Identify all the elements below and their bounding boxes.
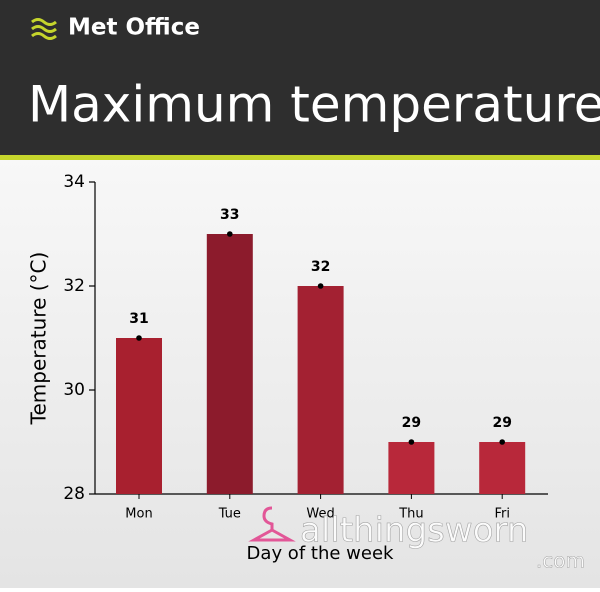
bar [297, 286, 344, 494]
header-rule [0, 155, 600, 160]
x-tick-label: Fri [494, 507, 510, 522]
y-tick-label: 34 [63, 172, 85, 192]
header [0, 0, 600, 155]
y-axis-label: Temperature (°C) [27, 252, 51, 426]
bar-dot [499, 439, 506, 445]
logo-icon [31, 18, 57, 40]
bar [206, 234, 253, 494]
watermark-icon [248, 506, 296, 542]
data-label: 31 [129, 311, 148, 327]
x-axis-label: Day of the week [247, 543, 394, 564]
y-tick-label: 32 [63, 276, 85, 296]
bar [116, 338, 162, 494]
bar [388, 442, 435, 494]
bar-dot [136, 335, 142, 341]
x-tick-label: Mon [125, 507, 152, 522]
bar-dot [317, 283, 324, 289]
page-title: Maximum temperature [28, 76, 600, 134]
data-label: 32 [311, 259, 330, 275]
data-label: 29 [492, 415, 511, 431]
bar-dot [408, 439, 415, 445]
data-label: 29 [402, 415, 421, 431]
x-tick-label: Thu [398, 507, 423, 522]
watermark-text: allthingsworn [300, 511, 528, 551]
data-label: 33 [220, 207, 239, 223]
watermark-suffix: .com [536, 549, 585, 573]
bar-dot [227, 231, 233, 237]
x-tick-label: Tue [218, 507, 241, 522]
watermark: allthingsworn .com [248, 506, 585, 573]
y-tick-label: 28 [63, 484, 85, 504]
bar [479, 442, 526, 494]
x-tick-label: Wed [306, 507, 334, 522]
logo-text: Met Office [68, 15, 200, 41]
y-tick-label: 30 [63, 380, 85, 400]
